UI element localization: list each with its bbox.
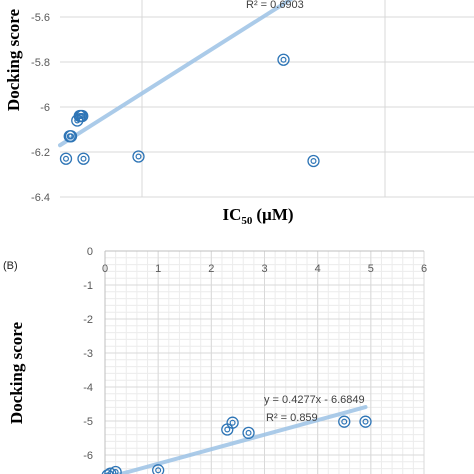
panel-b-point-inner-ring — [224, 426, 231, 433]
panel-a-point-outer-ring — [64, 130, 78, 143]
panel-b-point-7 — [338, 415, 351, 428]
panel-a-trendline — [58, 0, 293, 148]
panel-b-x-tick-label: 1 — [155, 263, 161, 275]
panel-b-y-tick-label: -1 — [83, 280, 93, 292]
panel-a-point-inner-ring — [135, 153, 142, 160]
panel-b-y-tick-label: -5 — [83, 416, 93, 428]
panel-b-point-inner-ring — [155, 467, 162, 474]
panel-a-point-inner-ring — [62, 155, 69, 162]
panel-a-point-7 — [77, 152, 90, 165]
panel-b-point-5 — [226, 416, 239, 429]
panel-a-point-inner-ring — [280, 56, 287, 63]
panel-b-x-tick-label: 2 — [208, 263, 214, 275]
panel-b-point-inner-ring — [341, 418, 348, 425]
panel-b-y-tick-label: 0 — [87, 246, 93, 258]
panel-b-point-outer-ring — [101, 469, 114, 474]
panel-b-label: (B) — [3, 260, 18, 272]
panel-b-x-tick-label: 0 — [102, 263, 108, 275]
panel-a-x-axis-title-unit: (µM) — [256, 205, 293, 224]
panel-a-point-9 — [277, 53, 290, 66]
panel-a-point-outer-ring — [132, 150, 145, 163]
panel-b: (B) 0 -1 -2 -3 -4 -5 -6 0 1 2 3 4 5 6 y = 0.4277x - … — [3, 246, 427, 474]
panel-a-point-10 — [307, 154, 320, 168]
panel-b-point-3 — [152, 464, 165, 474]
panel-b-y-tick-label: -6 — [83, 450, 93, 462]
panel-b-x-tick-label: 6 — [421, 263, 427, 275]
panel-a-y-tick-label: -5.6 — [31, 12, 50, 24]
panel-b-y-axis-title: Docking score — [7, 321, 26, 424]
panel-a-x-axis-title-sub: 50 — [241, 215, 253, 227]
panel-a-y-ticks: -5.6 -5.8 -6 -6.2 -6.4 — [31, 12, 50, 204]
panel-a-x-axis-title: IC50 (µM) — [222, 205, 293, 227]
panel-a-y-tick-label: -6.4 — [31, 192, 50, 204]
panel-b-point-outer-ring — [226, 416, 239, 429]
panel-b-points — [101, 415, 372, 474]
panel-b-point-inner-ring — [112, 469, 119, 474]
panel-a-point-inner-ring — [310, 158, 317, 165]
panel-a-points — [59, 53, 320, 168]
panel-a-point-outer-ring — [307, 154, 320, 168]
panel-b-y-ticks: 0 -1 -2 -3 -4 -5 -6 — [83, 246, 93, 462]
panel-a-x-axis-title-main: IC — [222, 205, 241, 224]
panel-b-r2: R² = 0.859 — [266, 412, 318, 424]
panel-a-trendline-group — [58, 0, 293, 148]
panel-a-point-0 — [59, 152, 73, 165]
panel-a-point-2 — [64, 130, 78, 143]
panel-a-point-inner-ring — [67, 133, 74, 140]
panel-a-point-inner-ring — [80, 155, 87, 162]
panel-b-y-tick-label: -4 — [83, 382, 93, 394]
panel-b-point-inner-ring — [229, 419, 236, 426]
panel-b-y-tick-label: -2 — [83, 314, 93, 326]
panel-a-point-6 — [76, 109, 89, 123]
panel-b-x-tick-label: 3 — [261, 263, 267, 275]
panel-b-point-2 — [109, 465, 122, 474]
panel-a-point-inner-ring — [79, 112, 86, 119]
panel-a-y-tick-label: -6 — [40, 102, 50, 114]
panel-b-point-8 — [359, 415, 372, 428]
panel-b-grid — [104, 250, 425, 474]
panel-a-y-axis-title: Docking score — [4, 8, 23, 111]
panel-b-x-tick-label: 4 — [315, 263, 321, 275]
panel-b-equation: y = 0.4277x - 6.6849 — [264, 394, 365, 406]
panel-b-point-6 — [242, 426, 255, 440]
panel-b-point-outer-ring — [152, 464, 165, 474]
panel-a-point-outer-ring — [77, 152, 90, 165]
panel-a-point-outer-ring — [76, 109, 89, 123]
panel-b-axes — [104, 250, 424, 474]
panel-a-y-tick-label: -5.8 — [31, 57, 50, 69]
panel-b-trendline — [113, 405, 368, 474]
panel-a: -5.6 -5.8 -6 -6.2 -6.4 R² = 0.6903 Docking s… — [4, 0, 474, 227]
panel-b-point-outer-ring — [338, 415, 351, 428]
panel-a-r2: R² = 0.6903 — [246, 0, 304, 11]
panel-b-point-inner-ring — [362, 418, 369, 425]
panel-b-y-tick-label: -3 — [83, 348, 93, 360]
panel-b-trendline-group — [113, 405, 368, 474]
panel-b-point-outer-ring — [109, 465, 122, 474]
panel-a-point-8 — [132, 150, 145, 163]
panel-b-point-outer-ring — [359, 415, 372, 428]
panel-b-x-ticks: 0 1 2 3 4 5 6 — [102, 263, 427, 275]
panel-b-point-outer-ring — [242, 426, 255, 440]
panel-a-point-outer-ring — [59, 152, 73, 165]
panel-b-point-inner-ring — [245, 429, 252, 436]
panel-b-x-tick-label: 5 — [368, 263, 374, 275]
panel-a-grid — [60, 0, 474, 198]
panel-a-y-tick-label: -6.2 — [31, 147, 50, 159]
panel-a-point-outer-ring — [277, 53, 290, 66]
